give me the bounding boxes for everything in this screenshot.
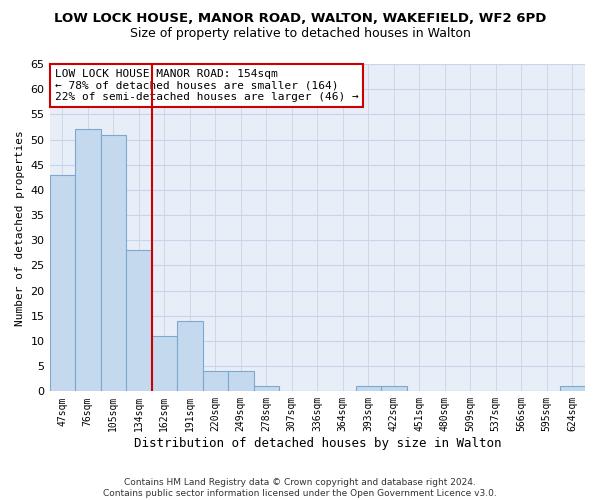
Text: LOW LOCK HOUSE MANOR ROAD: 154sqm
← 78% of detached houses are smaller (164)
22%: LOW LOCK HOUSE MANOR ROAD: 154sqm ← 78% … bbox=[55, 69, 359, 102]
Bar bbox=[356, 386, 381, 392]
Y-axis label: Number of detached properties: Number of detached properties bbox=[15, 130, 25, 326]
Bar bbox=[126, 250, 152, 392]
Bar bbox=[254, 386, 279, 392]
Bar bbox=[381, 386, 407, 392]
Bar bbox=[50, 175, 75, 392]
Text: LOW LOCK HOUSE, MANOR ROAD, WALTON, WAKEFIELD, WF2 6PD: LOW LOCK HOUSE, MANOR ROAD, WALTON, WAKE… bbox=[54, 12, 546, 26]
Bar bbox=[560, 386, 585, 392]
Bar bbox=[75, 130, 101, 392]
Text: Size of property relative to detached houses in Walton: Size of property relative to detached ho… bbox=[130, 28, 470, 40]
Text: Contains HM Land Registry data © Crown copyright and database right 2024.
Contai: Contains HM Land Registry data © Crown c… bbox=[103, 478, 497, 498]
Bar bbox=[152, 336, 177, 392]
X-axis label: Distribution of detached houses by size in Walton: Distribution of detached houses by size … bbox=[134, 437, 501, 450]
Bar bbox=[101, 134, 126, 392]
Bar bbox=[203, 371, 228, 392]
Bar bbox=[228, 371, 254, 392]
Bar bbox=[177, 321, 203, 392]
